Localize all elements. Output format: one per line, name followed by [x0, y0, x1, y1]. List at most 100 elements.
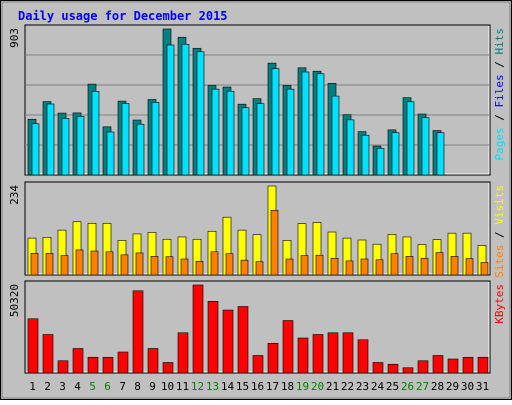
bar-pages [121, 103, 130, 176]
bar-kbytes [42, 334, 54, 374]
chart-title: Daily usage for December 2015 [18, 9, 228, 23]
x-tick-label: 10 [161, 380, 174, 393]
x-tick-label: 11 [176, 380, 189, 393]
x-tick-label: 22 [341, 380, 354, 393]
bar-kbytes [297, 337, 309, 374]
bar-pages [436, 132, 445, 176]
bar-sites [45, 253, 54, 276]
bar-kbytes [402, 367, 414, 374]
bar-kbytes [132, 290, 144, 374]
x-tick-label: 14 [221, 380, 235, 393]
x-tick-label: 23 [356, 380, 369, 393]
bar-pages [391, 132, 400, 176]
x-tick-label: 21 [326, 380, 339, 393]
bar-sites [345, 260, 354, 276]
bar-kbytes [102, 356, 114, 374]
bar-pages [136, 123, 145, 176]
bar-pages [76, 116, 85, 176]
legend: Sites / Visits [493, 185, 506, 278]
x-tick-label: 17 [266, 380, 279, 393]
legend-entry: Hits [493, 28, 506, 55]
bar-pages [91, 91, 100, 176]
bar-pages [331, 95, 340, 176]
bar-pages [361, 134, 370, 176]
legend-entry: Files [493, 74, 506, 107]
bar-sites [285, 258, 294, 276]
bar-sites [135, 252, 144, 276]
bar-pages [46, 103, 55, 176]
bar-pages [211, 88, 220, 176]
legend-separator: / [493, 55, 506, 75]
bar-pages [61, 118, 70, 176]
bar-sites [315, 254, 324, 276]
bar-sites [300, 255, 309, 276]
bar-sites [195, 261, 204, 276]
bar-sites [360, 258, 369, 276]
x-tick-label: 3 [59, 380, 66, 393]
legend-separator: / [493, 108, 506, 128]
bar-pages [301, 71, 310, 176]
bar-kbytes [207, 300, 219, 374]
x-tick-label: 24 [371, 380, 385, 393]
bar-pages [286, 88, 295, 176]
x-tick-label: 2 [44, 380, 51, 393]
y-max-label: 234 [8, 185, 21, 205]
legend: KBytes [493, 284, 506, 324]
x-tick-label: 15 [236, 380, 249, 393]
bar-sites [255, 261, 264, 276]
panel-visits-sites: 234 Sites / Visits [8, 181, 506, 278]
bar-kbytes [177, 332, 189, 374]
bar-kbytes [267, 342, 279, 374]
bar-pages [166, 44, 175, 176]
bar-sites [420, 257, 429, 276]
bar-kbytes [327, 332, 339, 374]
inner-border [1, 1, 511, 399]
bar-pages [181, 44, 190, 176]
x-tick-label: 20 [311, 380, 324, 393]
y-max-label: 50320 [8, 284, 21, 317]
bar-sites [465, 258, 474, 276]
bar-sites [150, 256, 159, 276]
bar-kbytes [117, 351, 129, 374]
bar-kbytes [72, 348, 84, 374]
x-tick-label: 9 [149, 380, 156, 393]
bar-kbytes [87, 356, 99, 374]
legend-entry: Sites [493, 245, 506, 278]
legend-entry: Visits [493, 185, 506, 225]
bar-kbytes [27, 318, 39, 374]
x-tick-label: 7 [119, 380, 126, 393]
bar-pages [226, 90, 235, 176]
bar-sites [60, 255, 69, 276]
bar-pages [421, 117, 430, 176]
x-axis-labels: 1 2 3 4 5 6 7 8 9 10 11 12 13 14 15 16 17 18 19 20 21 22 23 24 2… [29, 380, 489, 393]
bar-sites [240, 259, 249, 276]
bar-sites [225, 253, 234, 276]
x-tick-label: 25 [386, 380, 399, 393]
x-tick-label: 5 [89, 380, 96, 393]
panel-kbytes: 50320 KBytes [8, 280, 506, 374]
bar-pages [376, 148, 385, 176]
bar-pages [406, 101, 415, 176]
bar-sites [435, 252, 444, 276]
bar-pages [31, 123, 40, 176]
x-tick-label: 4 [74, 380, 81, 393]
bar-pages [106, 131, 115, 176]
legend-separator: / [493, 225, 506, 245]
bar-kbytes [417, 360, 429, 374]
bar-sites [105, 251, 114, 276]
bar-kbytes [252, 355, 264, 374]
bar-kbytes [192, 284, 204, 374]
bar-kbytes [312, 334, 324, 374]
bar-sites [90, 250, 99, 276]
legend-entry: Pages [493, 127, 506, 160]
bar-kbytes [462, 356, 474, 374]
x-tick-label: 28 [431, 380, 444, 393]
bar-sites [270, 210, 279, 276]
bar-kbytes [162, 362, 174, 374]
bar-sites [210, 251, 219, 276]
bar-kbytes [222, 309, 234, 374]
x-tick-label: 12 [191, 380, 204, 393]
x-tick-label: 26 [401, 380, 414, 393]
